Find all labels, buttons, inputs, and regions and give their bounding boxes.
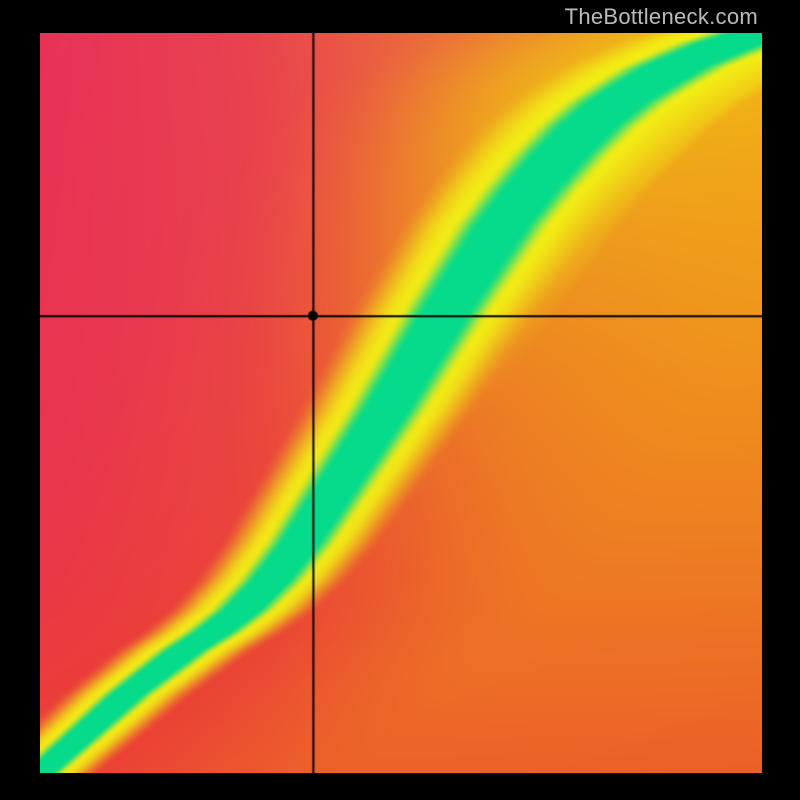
plot-area [40, 33, 762, 773]
heatmap-canvas [40, 33, 762, 773]
watermark-label: TheBottleneck.com [565, 4, 758, 30]
chart-root: TheBottleneck.com [0, 0, 800, 800]
